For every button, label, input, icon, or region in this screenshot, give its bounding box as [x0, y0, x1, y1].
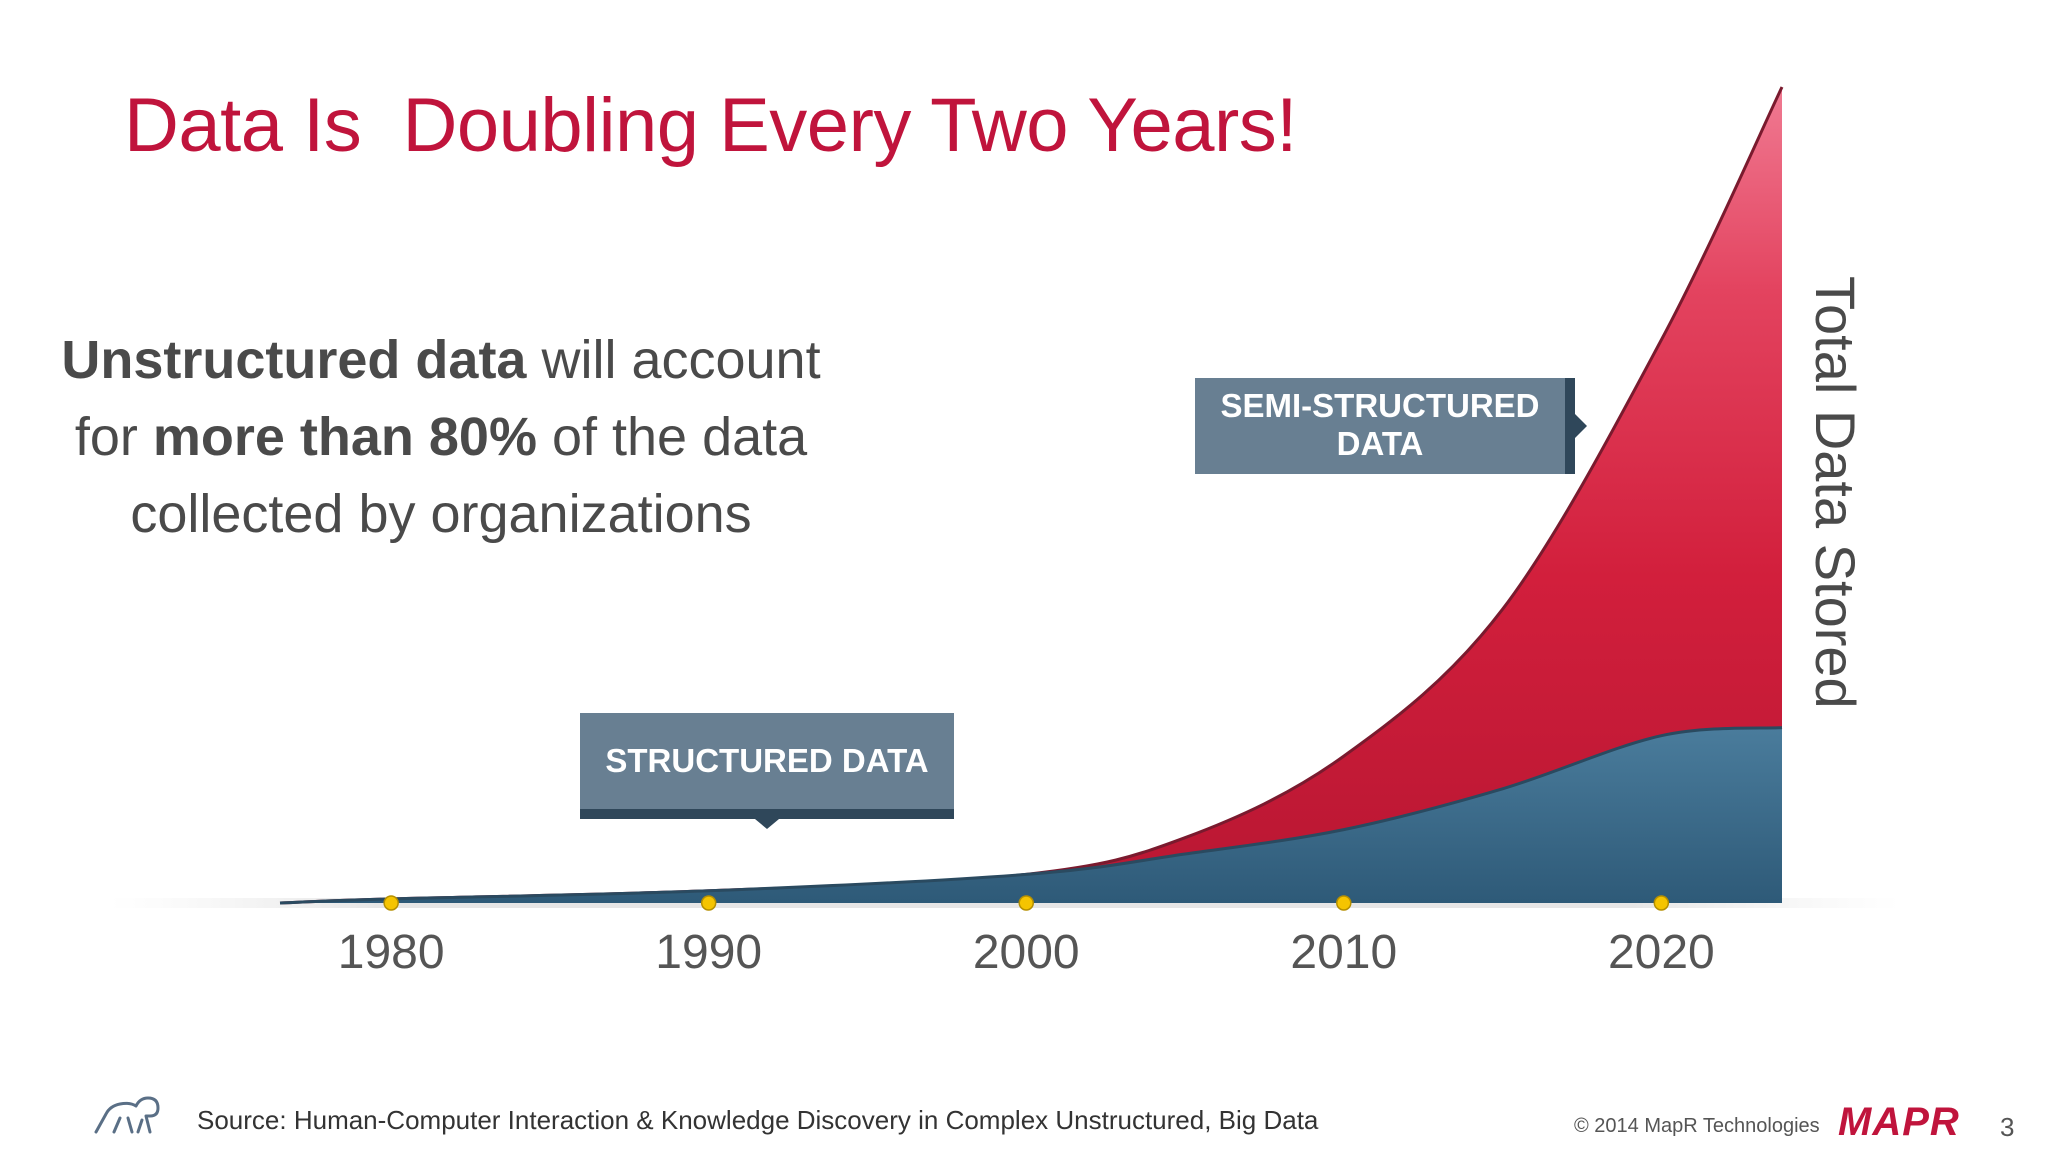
x-tick-label-1990: 1990	[655, 926, 762, 979]
callout-line-1: Unstructured data will account	[20, 322, 862, 399]
x-tick-label-2020: 2020	[1608, 926, 1715, 979]
year-marker-2000	[1018, 895, 1034, 911]
x-tick-label-1980: 1980	[338, 926, 445, 979]
x-tick-label-2010: 2010	[1290, 926, 1397, 979]
semi-structured-text: SEMI-STRUCTURED DATA	[1220, 387, 1540, 462]
page-title: Data Is Doubling Every Two Years!	[124, 83, 1297, 168]
x-tick-label-2000: 2000	[973, 926, 1080, 979]
year-marker-2010	[1336, 895, 1352, 911]
callout-line-2: for more than 80% of the data	[20, 399, 862, 476]
semi-structured-label: SEMI-STRUCTURED DATA	[1195, 378, 1587, 474]
structured-text: STRUCTURED DATA	[605, 742, 929, 779]
series-area-structured	[280, 727, 1782, 903]
callout-text: Unstructured data will account for more …	[20, 322, 862, 553]
y-axis-label: Total Data Stored	[1804, 276, 1867, 709]
callout-text-1: will account	[526, 330, 821, 390]
elephant-logo-icon	[94, 1096, 160, 1134]
structured-label: STRUCTURED DATA	[580, 713, 954, 829]
year-marker-1990	[700, 895, 717, 911]
callout-text-2: for	[74, 407, 153, 467]
callout-bold-percentage: more than 80%	[152, 407, 537, 467]
series-line-structured	[279, 726, 1783, 905]
copyright-text: © 2014 MapR Technologies	[1574, 1115, 1820, 1137]
mapr-logo: MAPR	[1838, 1100, 1960, 1144]
structured-pointer	[755, 819, 779, 829]
year-marker-2020	[1653, 895, 1670, 911]
callout-text-3: of the data	[536, 407, 808, 467]
callout-text-4: collected by organizations	[130, 484, 752, 544]
source-note: Source: Human-Computer Interaction & Kno…	[197, 1105, 1319, 1135]
year-marker-1980	[383, 895, 399, 911]
page-number: 3	[2000, 1112, 2015, 1142]
semi-structured-pointer	[1575, 414, 1587, 438]
callout-line-3: collected by organizations	[20, 476, 862, 553]
callout-bold-unstructured: Unstructured data	[61, 330, 527, 390]
